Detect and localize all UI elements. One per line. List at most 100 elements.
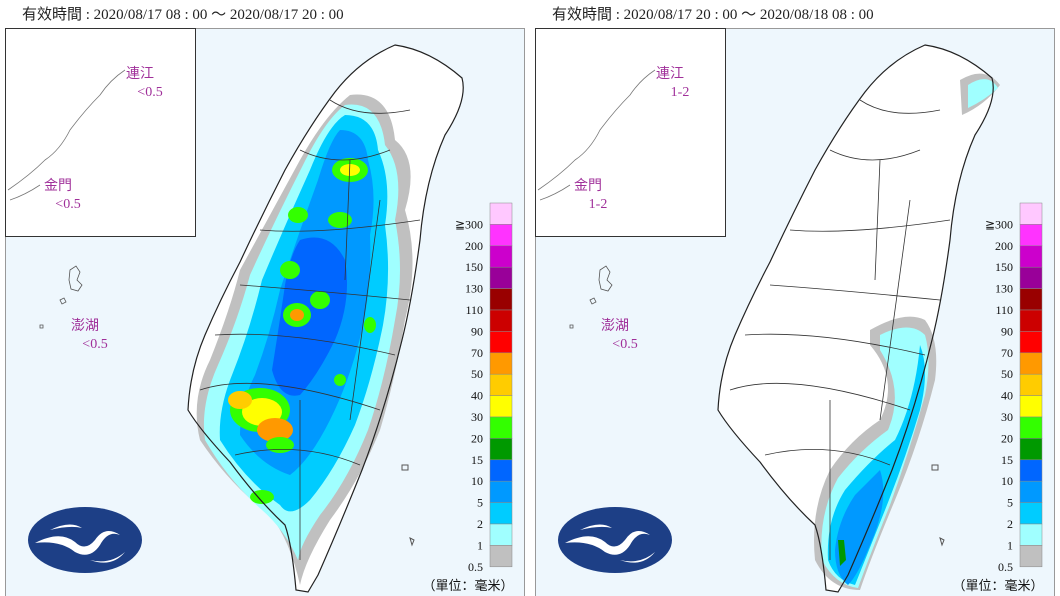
inset-box: [5, 28, 196, 237]
legend-swatch: [489, 545, 513, 568]
rain-cell: [280, 261, 300, 279]
rain-cell: [228, 391, 252, 409]
legend-swatch: [1019, 266, 1043, 289]
legend-label: 5: [1007, 496, 1013, 510]
penghu-islands: [39, 265, 83, 329]
legend-label: 1: [1007, 538, 1013, 552]
legend-label: 15: [471, 453, 483, 467]
legend-label: 200: [465, 239, 483, 253]
panel: 連江1-2金門1-2澎湖<0.5≧30020015013011090705040…: [535, 28, 1055, 596]
rain-area: [821, 79, 998, 588]
legend-label: 15: [1001, 453, 1013, 467]
unit-label: （單位：毫米）: [952, 578, 1043, 593]
small-islands: [401, 464, 415, 547]
rain-cell: [340, 164, 360, 176]
cwb-logo: [558, 507, 672, 573]
taiwan-outline: [717, 44, 994, 593]
legend-swatch: [489, 502, 513, 525]
county-lines: [729, 99, 951, 560]
rain-cell: [328, 212, 352, 228]
rain-cell: [310, 291, 330, 309]
legend-swatch: [489, 288, 513, 311]
island-name: 連江: [656, 66, 684, 82]
legend-label: 110: [995, 303, 1013, 317]
island-value: <0.5: [137, 85, 162, 100]
penghu-islands: [569, 265, 613, 329]
legend-swatch: [1019, 352, 1043, 375]
legend-swatch: [1019, 523, 1043, 546]
legend-label: 30: [471, 410, 483, 424]
island-name: 金門: [574, 178, 602, 194]
legend-label: 0.5: [998, 560, 1013, 574]
legend-label: 2: [477, 517, 483, 531]
legend-swatch: [489, 202, 513, 225]
legend-label: 50: [471, 367, 483, 381]
legend-label: 130: [465, 282, 483, 296]
legend-label: 70: [1001, 346, 1013, 360]
legend-swatch: [1019, 480, 1043, 503]
island-name: 連江: [126, 66, 154, 82]
legend-label: 150: [465, 260, 483, 274]
valid-time: 有效時間 : 2020/08/17 20 : 00 ～ 2020/08/18 0…: [552, 6, 874, 23]
legend-label: 150: [995, 260, 1013, 274]
legend-label: 0.5: [468, 560, 483, 574]
legend-swatch: [1019, 309, 1043, 332]
legend-swatch: [489, 224, 513, 247]
logo-swirl: [35, 524, 125, 563]
legend-label: 30: [1001, 410, 1013, 424]
legend-swatch: [489, 459, 513, 482]
legend-swatch: [489, 266, 513, 289]
legend-swatch: [1019, 373, 1043, 396]
legend-swatch: [489, 309, 513, 332]
rain-area: [838, 540, 846, 566]
legend-swatch: [1019, 288, 1043, 311]
logo-swirl: [565, 524, 655, 563]
rain-cell: [290, 309, 304, 321]
legend-swatch: [489, 523, 513, 546]
legend-label: 40: [471, 389, 483, 403]
island-value: 1-2: [589, 197, 608, 212]
legend-swatch: [489, 352, 513, 375]
coastline: [7, 69, 126, 201]
rain-cell: [288, 207, 308, 223]
legend-label: 10: [1001, 474, 1013, 488]
rain-cell: [334, 374, 346, 386]
legend-swatch: [1019, 438, 1043, 461]
legend-swatch: [1019, 331, 1043, 354]
taiwan-outline: [187, 44, 464, 593]
legend-swatch: [1019, 245, 1043, 268]
legend-swatch: [1019, 416, 1043, 439]
rain-cell: [250, 490, 274, 504]
island-value: <0.5: [82, 337, 107, 352]
legend-label: 20: [1001, 431, 1013, 445]
rain-clip: [718, 45, 994, 592]
legend-swatch: [489, 245, 513, 268]
coastline: [537, 69, 656, 201]
legend-label: 2: [1007, 517, 1013, 531]
rain-cell: [257, 418, 293, 442]
legend-label: ≧300: [455, 217, 483, 231]
legend-label: 20: [471, 431, 483, 445]
legend-swatch: [489, 416, 513, 439]
island-name: 澎湖: [601, 318, 629, 334]
island-value: <0.5: [612, 337, 637, 352]
legend-label: ≧300: [985, 217, 1013, 231]
legend-label: 50: [1001, 367, 1013, 381]
legend-label: 40: [1001, 389, 1013, 403]
legend-swatch: [1019, 395, 1043, 418]
small-islands: [931, 464, 945, 547]
legend-label: 130: [995, 282, 1013, 296]
legend-swatch: [1019, 224, 1043, 247]
legend-label: 10: [471, 474, 483, 488]
rain-cell: [364, 317, 376, 333]
county-lines: [199, 99, 421, 560]
legend-swatch: [1019, 502, 1043, 525]
legend-swatch: [1019, 202, 1043, 225]
unit-label: （單位：毫米）: [422, 578, 513, 593]
legend-swatch: [1019, 545, 1043, 568]
rain-cell: [266, 437, 294, 453]
legend-label: 1: [477, 538, 483, 552]
legend-label: 70: [471, 346, 483, 360]
legend-label: 90: [471, 324, 483, 338]
rain-area: [835, 470, 884, 585]
